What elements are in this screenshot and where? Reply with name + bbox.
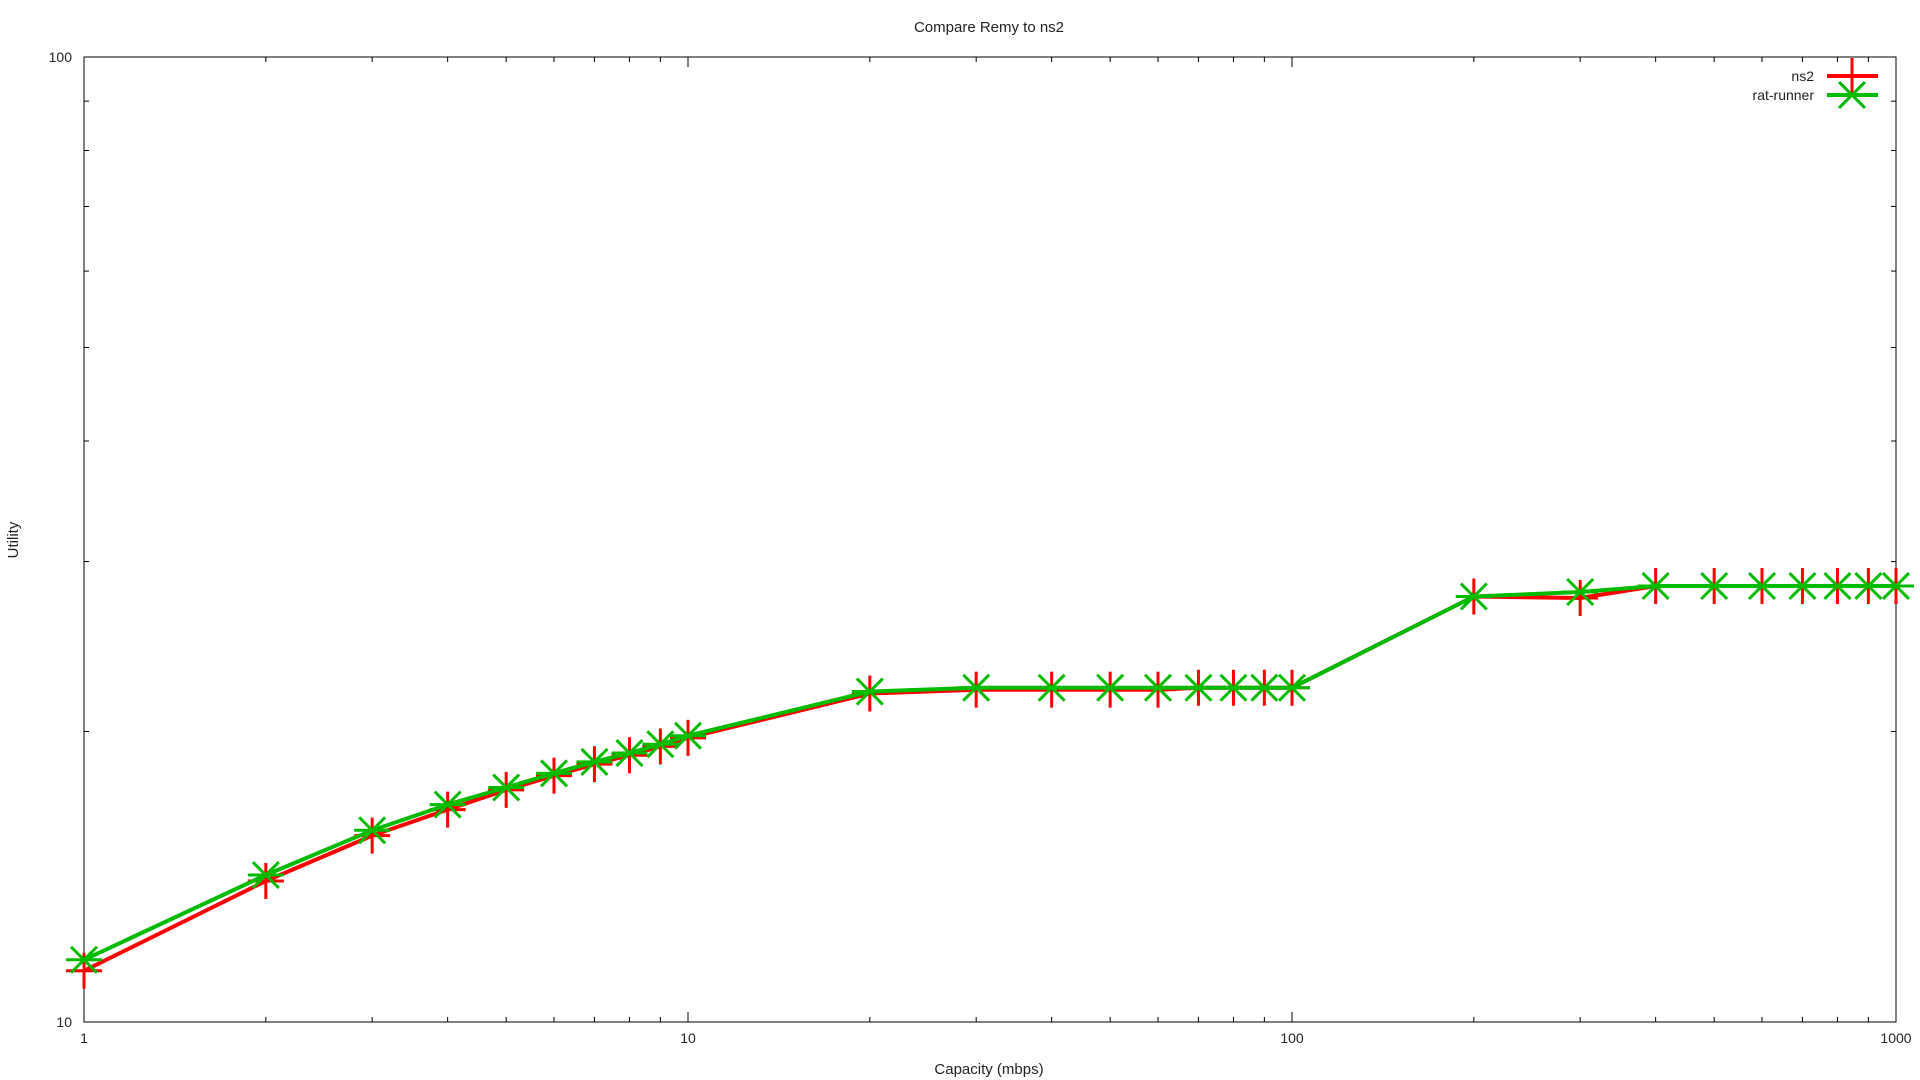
x-tick-label: 100 (1280, 1030, 1304, 1046)
y-tick-label: 10 (56, 1014, 72, 1030)
series-rat-runner (66, 572, 1914, 974)
x-tick-label: 1000 (1880, 1030, 1911, 1046)
data-point-rat-runner (1033, 673, 1070, 702)
data-point-rat-runner (1180, 673, 1217, 702)
data-point-rat-runner (1819, 572, 1856, 601)
plot-frame (83, 56, 1897, 1023)
y-axis-label: Utility (5, 521, 22, 558)
data-point-ns2 (1562, 580, 1599, 617)
data-point-rat-runner (1215, 673, 1252, 702)
data-point-rat-runner (1140, 673, 1177, 702)
data-point-rat-runner (1562, 577, 1599, 607)
y-tick-label: 100 (49, 49, 73, 65)
data-point-rat-runner (488, 773, 525, 802)
data-point-rat-runner (670, 721, 706, 750)
data-point-rat-runner (66, 945, 102, 974)
data-point-rat-runner (1878, 572, 1914, 601)
legend-label-rat-runner: rat-runner (1753, 87, 1815, 103)
data-point-rat-runner (1274, 673, 1310, 702)
series-line-rat-runner (83, 584, 1896, 962)
series-line-ns2 (83, 584, 1896, 973)
data-point-rat-runner (354, 816, 391, 845)
legend-label-ns2: ns2 (1791, 68, 1814, 84)
legend: ns2 rat-runner (1753, 58, 1878, 110)
data-point-rat-runner (1784, 572, 1821, 601)
legend-marker-rat-runner (1834, 80, 1870, 110)
data-point-rat-runner (247, 861, 284, 890)
data-point-rat-runner (642, 730, 679, 759)
data-point-rat-runner (1744, 572, 1781, 601)
data-point-rat-runner (536, 759, 573, 788)
data-point-rat-runner (1696, 572, 1733, 601)
axis-ticks: 1 10 100 1000 10 100 (49, 49, 1912, 1046)
legend-marker-ns2 (1834, 58, 1870, 94)
data-point-rat-runner (611, 738, 648, 768)
data-point-rat-runner (958, 673, 995, 702)
x-tick-label: 10 (680, 1030, 696, 1046)
series-layer (66, 568, 1914, 989)
data-point-rat-runner (576, 747, 613, 776)
data-point-rat-runner (851, 677, 888, 706)
data-point-rat-runner (1637, 572, 1674, 601)
data-point-rat-runner (1455, 582, 1492, 611)
series-ns2 (66, 568, 1914, 989)
data-point-rat-runner (429, 790, 466, 819)
data-point-rat-runner (1092, 673, 1129, 702)
x-tick-label: 1 (80, 1030, 88, 1046)
x-axis-label: Capacity (mbps) (934, 1061, 1043, 1078)
chart-title: Compare Remy to ns2 (914, 19, 1064, 36)
